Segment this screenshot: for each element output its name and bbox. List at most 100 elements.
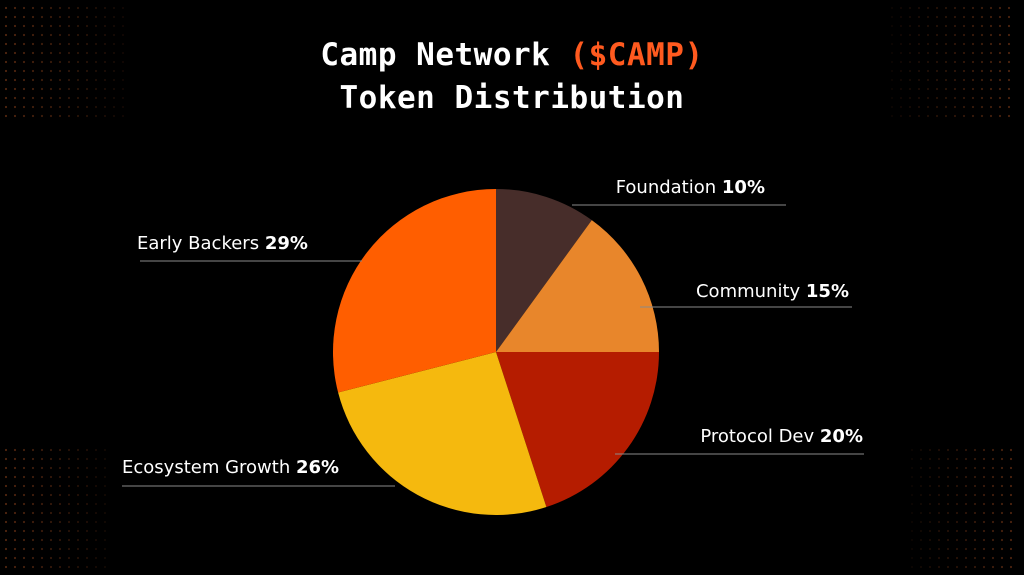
decor-dot: [49, 114, 53, 118]
decor-dot: [4, 96, 8, 100]
decor-dot: [1007, 6, 1011, 10]
decor-dot: [76, 538, 80, 542]
decor-dot: [76, 556, 80, 560]
decor-dot: [76, 114, 80, 118]
decor-dot: [991, 484, 995, 488]
decor-dot: [121, 15, 125, 19]
decor-dot: [962, 6, 966, 10]
decor-dot: [58, 466, 62, 470]
decor-dot: [982, 502, 986, 506]
decor-dot: [94, 475, 98, 479]
decor-dot: [991, 529, 995, 533]
decor-dot: [4, 6, 8, 10]
decor-dot: [890, 24, 894, 28]
decor-dot: [953, 96, 957, 100]
decor-dot: [49, 51, 53, 55]
decor-dot: [31, 511, 35, 515]
decor-dot: [13, 51, 17, 55]
decor-dot: [112, 96, 116, 100]
decor-dot: [121, 96, 125, 100]
decor-dot: [937, 448, 941, 452]
decor-dot: [1007, 87, 1011, 91]
decor-dot: [13, 475, 17, 479]
decor-dot: [899, 78, 903, 82]
decor-dot: [908, 114, 912, 118]
decor-dot: [908, 6, 912, 10]
decor-dot: [121, 105, 125, 109]
decor-dot: [1009, 466, 1013, 470]
decor-dot: [58, 15, 62, 19]
decor-dot: [953, 33, 957, 37]
decor-dot: [121, 87, 125, 91]
decor-dot: [910, 565, 914, 569]
decor-dot: [40, 69, 44, 73]
decor-dot: [4, 529, 8, 533]
decor-dot: [112, 60, 116, 64]
decor-dot: [31, 105, 35, 109]
decor-dot: [4, 457, 8, 461]
decor-dot: [964, 493, 968, 497]
decor-dot: [67, 511, 71, 515]
decor-dot: [908, 51, 912, 55]
decor-dot: [49, 547, 53, 551]
decor-dot: [1000, 502, 1004, 506]
decor-dot: [49, 69, 53, 73]
decor-dot: [908, 60, 912, 64]
decor-dot: [85, 105, 89, 109]
decor-dot: [67, 6, 71, 10]
decor-dot: [103, 538, 107, 542]
decor-dot: [67, 484, 71, 488]
decor-dot: [935, 78, 939, 82]
decor-dot: [22, 565, 26, 569]
decor-dot: [953, 51, 957, 55]
decor-dot: [935, 33, 939, 37]
decor-dot: [85, 448, 89, 452]
decor-dot: [49, 448, 53, 452]
decor-dot: [22, 114, 26, 118]
decor-dot: [4, 87, 8, 91]
decor-dot: [962, 24, 966, 28]
decor-dot: [998, 51, 1002, 55]
decor-dot: [890, 114, 894, 118]
decor-dot: [964, 475, 968, 479]
decor-dot: [112, 87, 116, 91]
decor-dot: [998, 78, 1002, 82]
decor-dot: [919, 511, 923, 515]
decor-dot: [67, 538, 71, 542]
decor-dot: [103, 484, 107, 488]
decor-dot: [22, 24, 26, 28]
decor-dot: [1007, 42, 1011, 46]
decor-dot: [76, 87, 80, 91]
decor-dot: [1000, 547, 1004, 551]
decor-dot: [58, 493, 62, 497]
decor-dot: [103, 33, 107, 37]
decor-dot: [937, 484, 941, 488]
decor-dot: [899, 105, 903, 109]
decor-dot: [76, 78, 80, 82]
decor-dot: [40, 466, 44, 470]
decor-dot: [919, 520, 923, 524]
decor-dot: [1007, 114, 1011, 118]
decor-dot: [103, 105, 107, 109]
decor-dot: [4, 60, 8, 64]
decor-dot: [94, 529, 98, 533]
decor-dot: [910, 538, 914, 542]
decor-dot: [103, 493, 107, 497]
decor-dot: [94, 538, 98, 542]
decor-dot: [971, 6, 975, 10]
decor-dot: [890, 15, 894, 19]
decor-dot: [926, 87, 930, 91]
decor-dot: [944, 42, 948, 46]
decor-dot: [13, 502, 17, 506]
decor-dot: [85, 6, 89, 10]
decor-dot: [94, 466, 98, 470]
decor-dot: [22, 78, 26, 82]
decor-dot: [76, 24, 80, 28]
decor-dot: [1000, 466, 1004, 470]
decor-dot: [85, 15, 89, 19]
decor-dot: [998, 6, 1002, 10]
decor-dot: [85, 556, 89, 560]
decor-dot: [910, 529, 914, 533]
decor-dot: [989, 114, 993, 118]
